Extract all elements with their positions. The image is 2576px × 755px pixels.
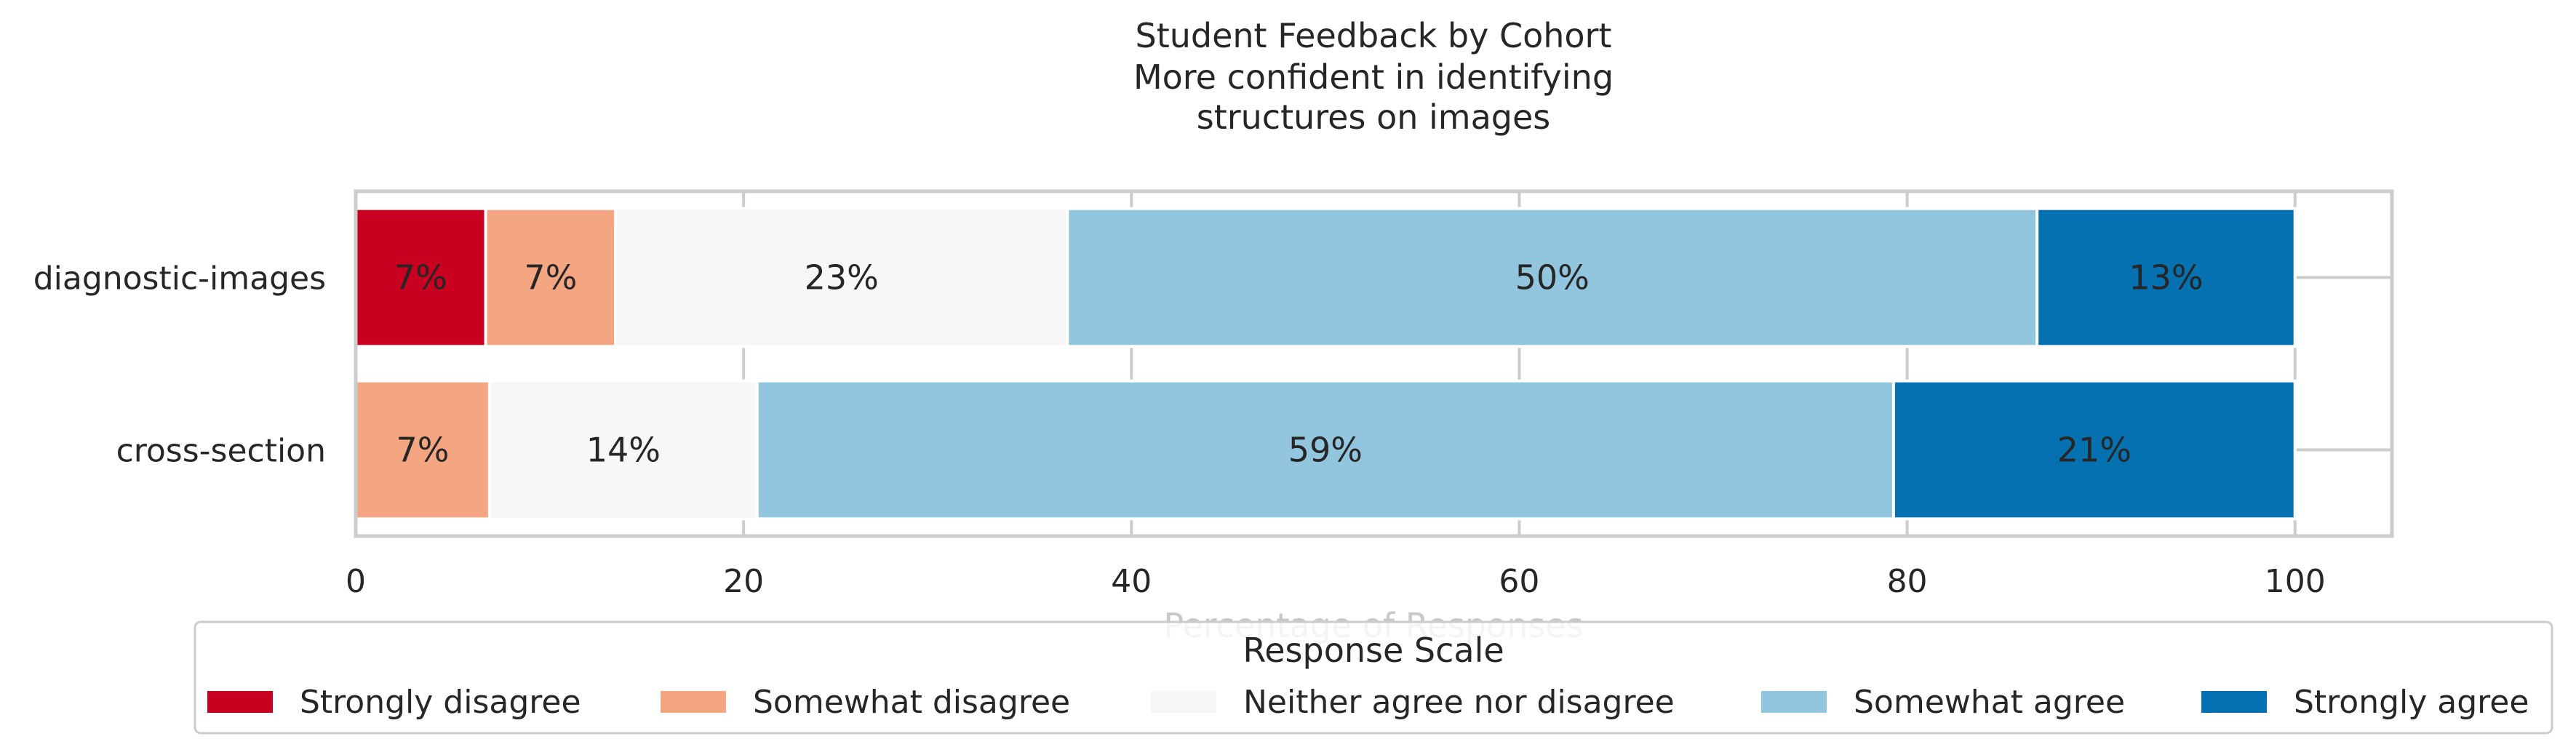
bar-segment xyxy=(2035,207,2297,348)
bar-data-label: 7% xyxy=(396,431,449,470)
y-axis-categories: diagnostic-images cross-section xyxy=(33,260,326,470)
bar-segment xyxy=(1891,379,2297,521)
legend-label: Neither agree nor disagree xyxy=(1243,684,1675,721)
legend-swatch xyxy=(2201,691,2267,713)
legend-label: Strongly disagree xyxy=(300,684,581,721)
bar-data-label: 13% xyxy=(2129,258,2203,297)
bar-data-label: 7% xyxy=(394,258,447,297)
chart-title: Student Feedback by Cohort More confiden… xyxy=(1133,16,1614,137)
legend-items: Strongly disagree Somewhat disagree Neithe… xyxy=(207,684,2529,721)
bar-data-label: 21% xyxy=(2057,431,2132,470)
bar-data-label: 7% xyxy=(524,258,577,297)
plot-frame xyxy=(354,189,2394,538)
x-tick-label: 40 xyxy=(1111,563,1152,600)
bar-data-label: 50% xyxy=(1515,258,1590,297)
x-axis-ticks: 0 20 40 60 80 100 xyxy=(346,563,2326,600)
bar-data-label: 23% xyxy=(805,258,879,297)
legend-box xyxy=(194,620,2553,735)
bars: 7% 7% 23% 50% 13% 7% 14% 59% 21% xyxy=(354,207,2297,521)
y-category-label: diagnostic-images xyxy=(33,260,326,297)
bar-data-label: 14% xyxy=(586,431,661,470)
legend-swatch xyxy=(207,691,273,713)
chart-title-line-3: structures on images xyxy=(1197,97,1551,137)
x-tick-label: 80 xyxy=(1887,563,1928,600)
legend-label: Somewhat disagree xyxy=(753,684,1070,721)
x-tick-label: 0 xyxy=(346,563,366,600)
bar-segment xyxy=(354,379,491,521)
legend-title: Response Scale xyxy=(1243,631,1504,670)
bar-data-label: 59% xyxy=(1288,431,1363,470)
legend-swatch xyxy=(1151,691,1216,713)
bar-segment xyxy=(487,379,759,521)
x-tick-label: 60 xyxy=(1499,563,1539,600)
x-tick-label: 100 xyxy=(2265,563,2326,600)
bar-segment xyxy=(484,207,618,348)
legend-swatch xyxy=(661,691,726,713)
legend-swatch xyxy=(1761,691,1827,713)
x-tick-label: 20 xyxy=(723,563,764,600)
legend-label: Strongly agree xyxy=(2294,684,2529,721)
legend-label: Somewhat agree xyxy=(1854,684,2125,721)
y-category-label: cross-section xyxy=(116,433,326,470)
legend: Response Scale Strongly disagree Somewhat… xyxy=(194,620,2553,735)
bar-segment xyxy=(755,379,1895,521)
chart-title-line-2: More confident in identifying xyxy=(1133,57,1614,97)
chart-title-line-1: Student Feedback by Cohort xyxy=(1136,16,1612,55)
